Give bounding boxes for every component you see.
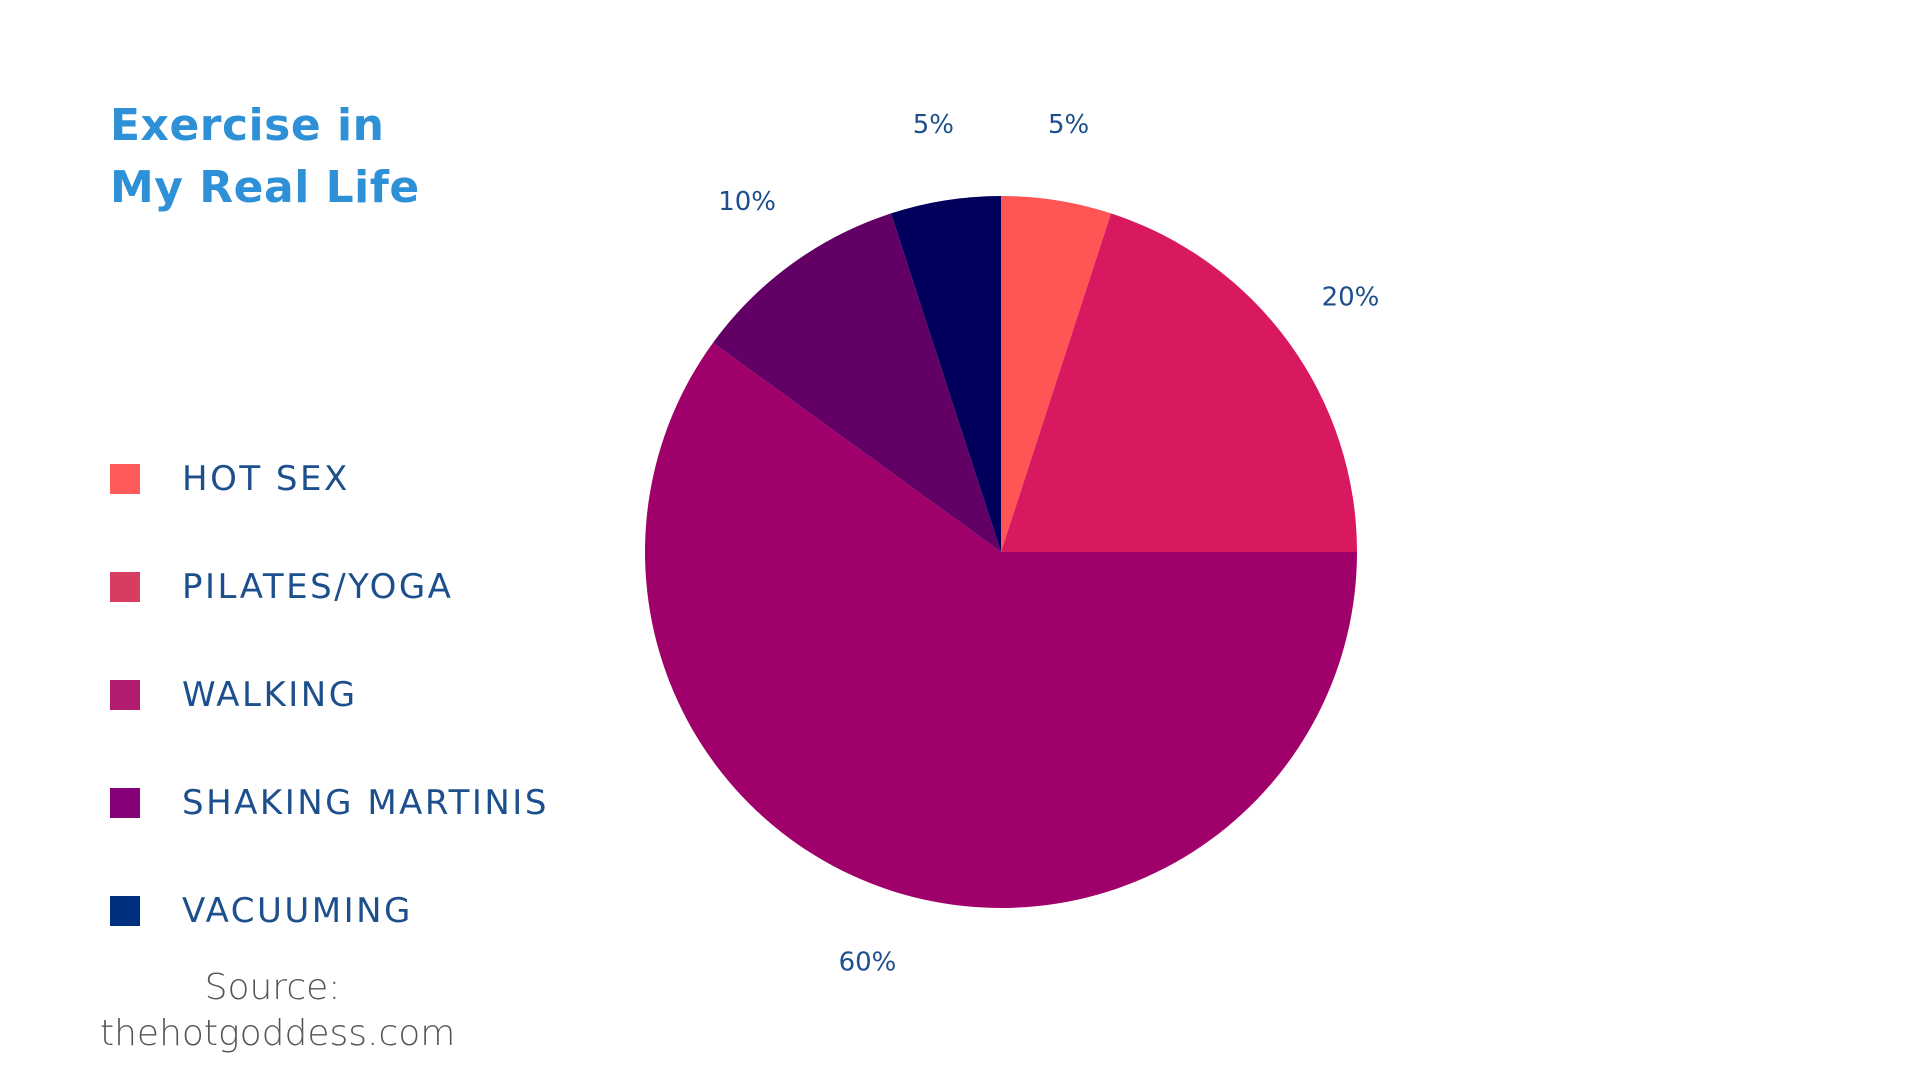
chart-title: Exercise in My Real Life: [110, 95, 420, 219]
pie-slice-shaking-martinis: [712, 213, 1001, 553]
source-label: Source:: [204, 967, 341, 1008]
legend-label-hot-sex: HOT SEX: [182, 459, 350, 499]
slice-value-label-hot-sex: 5%: [1048, 110, 1089, 140]
slice-value-label-pilates-yoga: 20%: [1322, 283, 1380, 313]
legend-swatch-shaking-martinis: [110, 788, 140, 818]
slice-value-label-shaking-martinis: 10%: [718, 187, 776, 217]
chart-title-line-1: Exercise in: [110, 100, 385, 151]
legend-label-shaking-martinis: SHAKING MARTINIS: [182, 783, 549, 823]
pie-labels: 5% 20% 60% 10% 5%: [718, 110, 1379, 978]
pie-slice-hot-sex: [1001, 196, 1112, 552]
legend-label-pilates-yoga: PILATES/YOGA: [182, 567, 454, 607]
legend-item-shaking-martinis: SHAKING MARTINIS: [110, 749, 549, 857]
legend-swatch-vacuuming: [110, 896, 140, 926]
legend-swatch-pilates-yoga: [110, 572, 140, 602]
source-url: thehotgoddess.com: [100, 1013, 456, 1054]
pie-slice-pilates-yoga: [1001, 213, 1357, 553]
legend-item-hot-sex: HOT SEX: [110, 425, 549, 533]
legend-swatch-hot-sex: [110, 464, 140, 494]
legend-swatch-walking: [110, 680, 140, 710]
legend-label-walking: WALKING: [182, 675, 358, 715]
legend-item-pilates-yoga: PILATES/YOGA: [110, 533, 549, 641]
legend-item-walking: WALKING: [110, 641, 549, 749]
source-caption: Source: thehotgoddess.com: [100, 965, 456, 1057]
pie-slice-vacuuming: [890, 196, 1001, 552]
slice-value-label-walking: 60%: [839, 947, 897, 977]
legend-label-vacuuming: VACUUMING: [182, 891, 413, 931]
pie-slices: [645, 196, 1357, 909]
legend-item-vacuuming: VACUUMING: [110, 857, 549, 965]
pie-slice-walking: [645, 342, 1357, 909]
slice-value-label-vacuuming: 5%: [913, 110, 954, 140]
legend: HOT SEX PILATES/YOGA WALKING SHAKING MAR…: [110, 425, 549, 965]
chart-title-line-2: My Real Life: [110, 162, 420, 213]
